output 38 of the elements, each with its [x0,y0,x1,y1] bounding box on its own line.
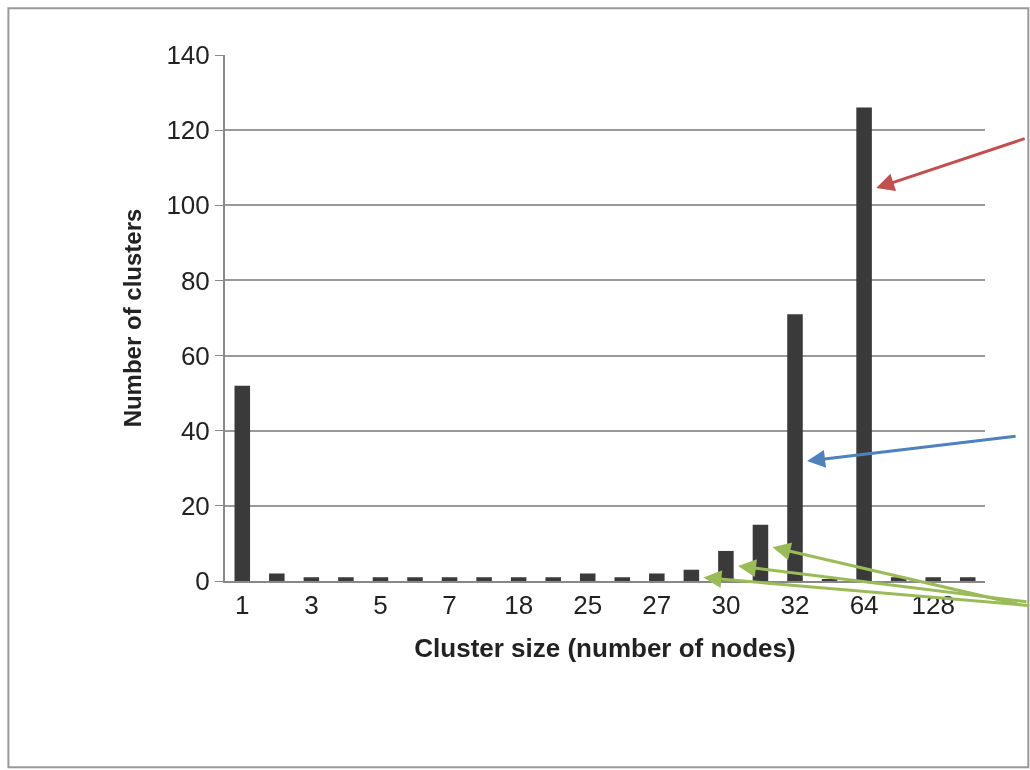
bar [683,569,700,581]
x-tick-label: 5 [373,590,388,621]
y-tick-label: 80 [180,265,210,296]
bar [614,577,631,581]
bar [338,577,354,581]
bar [476,577,492,581]
x-tick-label: 3 [304,590,319,621]
y-tick-label: 120 [166,115,210,146]
x-tick-label: 64 [849,590,879,621]
bar [856,107,872,581]
y-tick-label: 60 [180,340,210,371]
y-tick-label: 140 [166,40,210,71]
y-tick-label: 20 [180,490,210,521]
y-axis-title: Number of clusters [119,208,147,428]
bar [372,577,389,581]
bar [303,577,320,581]
bar [787,314,803,581]
x-tick-label: 25 [573,590,603,621]
y-tick-label: 0 [195,566,210,597]
bar [925,577,941,581]
x-axis-title: Cluster size (number of nodes) [414,633,796,664]
x-tick-label: 32 [780,590,810,621]
y-tick-label: 100 [166,190,210,221]
bar [269,573,285,581]
y-tick-label: 40 [180,415,210,446]
x-tick-label: 27 [642,590,672,621]
x-tick-label: 18 [504,590,534,621]
bar [510,577,527,581]
bar [441,577,458,581]
bar [649,573,665,581]
bar [579,573,596,581]
bar [959,577,976,581]
bar [407,577,423,581]
bar [545,577,561,581]
x-tick-label: 7 [442,590,457,621]
x-tick-label: 30 [711,590,741,621]
bar [234,385,251,581]
x-tick-label: 1 [235,590,250,621]
